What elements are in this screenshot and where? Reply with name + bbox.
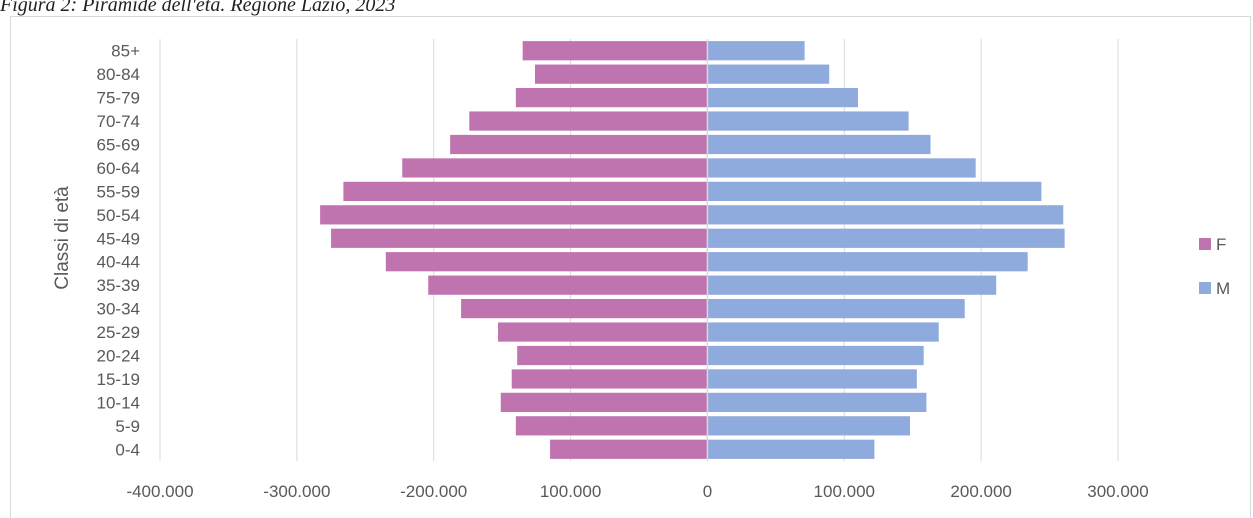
- bar-M-25-29: [707, 322, 939, 342]
- bar-M-35-39: [707, 275, 997, 295]
- x-tick-label: 0: [703, 482, 712, 501]
- y-tick-label: 55-59: [97, 182, 140, 201]
- bar-M-80-84: [707, 64, 830, 84]
- bar-F-10-14: [500, 392, 708, 413]
- legend-swatch-F: [1199, 238, 1211, 250]
- legend: FM: [1199, 235, 1230, 298]
- bar-M-15-19: [707, 369, 917, 389]
- x-tick-label: 100.000: [540, 482, 601, 501]
- axes: -400.000 -300.000 -200.000 100.000 0 100.000 2…: [97, 39, 1149, 501]
- bar-M-5-9: [707, 416, 910, 436]
- y-tick-label: 5-9: [115, 417, 140, 436]
- y-tick-label: 65-69: [97, 136, 140, 155]
- bar-F-15-19: [511, 369, 708, 389]
- bar-M-10-14: [707, 392, 927, 413]
- bar-M-55-59: [707, 181, 1042, 202]
- legend-label-F: F: [1216, 235, 1226, 254]
- y-tick-label: 40-44: [97, 253, 140, 272]
- x-tick-label: 100.000: [814, 482, 875, 501]
- y-tick-label: 75-79: [97, 89, 140, 108]
- bar-F-25-29: [498, 322, 708, 342]
- y-tick-label: 25-29: [97, 323, 140, 342]
- bar-F-70-74: [469, 111, 708, 131]
- bar-F-80-84: [534, 64, 708, 84]
- bar-F-0-4: [550, 439, 708, 459]
- bar-F-35-39: [428, 275, 708, 295]
- legend-label-M: M: [1216, 279, 1230, 298]
- bar-M-50-54: [707, 205, 1064, 225]
- bar-M-45-49: [707, 228, 1065, 248]
- bars: [320, 41, 1065, 459]
- figure-caption: Figura 2: Piramide dell'età. Regione Laz…: [0, 0, 396, 16]
- y-tick-label: 30-34: [97, 300, 140, 319]
- y-tick-label: 15-19: [97, 370, 140, 389]
- bar-M-30-34: [707, 298, 965, 319]
- bar-M-75-79: [707, 87, 858, 108]
- bar-F-55-59: [343, 181, 708, 202]
- y-tick-label: 50-54: [97, 206, 140, 225]
- y-axis-label: Classi di età: [52, 186, 73, 290]
- bar-M-65-69: [707, 134, 931, 155]
- y-tick-label: 20-24: [97, 347, 140, 366]
- bar-M-40-44: [707, 252, 1028, 272]
- x-tick-label: -200.000: [400, 482, 467, 501]
- x-tick-label: 300.000: [1087, 482, 1148, 501]
- bar-F-75-79: [515, 87, 708, 108]
- x-tick-label: 200.000: [950, 482, 1011, 501]
- x-tick-label: -400.000: [126, 482, 193, 501]
- bar-F-40-44: [385, 252, 708, 272]
- bar-M-60-64: [707, 158, 976, 178]
- y-tick-label: 85+: [111, 42, 140, 61]
- y-tick-label: 60-64: [97, 159, 140, 178]
- bar-M-20-24: [707, 345, 924, 366]
- legend-swatch-M: [1199, 282, 1211, 294]
- bar-F-20-24: [517, 345, 708, 366]
- y-tick-label: 10-14: [97, 393, 140, 412]
- bar-M-0-4: [707, 439, 875, 459]
- x-tick-label: -300.000: [263, 482, 330, 501]
- bar-F-5-9: [515, 416, 708, 436]
- bar-F-45-49: [331, 228, 708, 248]
- y-tick-label: 45-49: [97, 229, 140, 248]
- bar-F-50-54: [320, 205, 708, 225]
- y-tick-label: 80-84: [97, 65, 140, 84]
- bar-M-85+: [707, 41, 805, 61]
- bar-M-70-74: [707, 111, 909, 131]
- bar-F-85+: [522, 41, 708, 61]
- y-tick-label: 0-4: [115, 440, 140, 459]
- chart-frame: [10, 16, 1251, 518]
- bar-F-60-64: [402, 158, 708, 178]
- y-tick-label: 35-39: [97, 276, 140, 295]
- bar-F-65-69: [450, 134, 708, 155]
- bar-F-30-34: [461, 298, 708, 319]
- gridlines: [159, 39, 1119, 461]
- y-tick-label: 70-74: [97, 112, 140, 131]
